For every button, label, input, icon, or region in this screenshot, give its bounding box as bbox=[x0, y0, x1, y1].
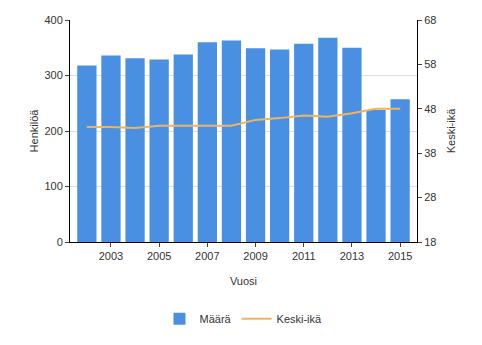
svg-text:Henkilöä: Henkilöä bbox=[28, 109, 40, 153]
svg-text:68: 68 bbox=[424, 14, 436, 26]
svg-text:2015: 2015 bbox=[388, 250, 412, 262]
svg-text:Keski-ikä: Keski-ikä bbox=[445, 108, 457, 154]
svg-text:18: 18 bbox=[424, 236, 436, 248]
svg-text:100: 100 bbox=[44, 180, 62, 192]
svg-text:58: 58 bbox=[424, 58, 436, 70]
svg-text:2009: 2009 bbox=[243, 250, 267, 262]
svg-text:2003: 2003 bbox=[99, 250, 123, 262]
svg-text:300: 300 bbox=[44, 69, 62, 81]
svg-text:48: 48 bbox=[424, 103, 436, 115]
svg-text:0: 0 bbox=[57, 236, 63, 248]
svg-text:2005: 2005 bbox=[147, 250, 171, 262]
svg-text:Keski-ikä: Keski-ikä bbox=[277, 313, 323, 325]
svg-text:Vuosi: Vuosi bbox=[230, 275, 257, 287]
svg-text:2011: 2011 bbox=[292, 250, 316, 262]
svg-text:400: 400 bbox=[44, 14, 62, 26]
svg-text:2007: 2007 bbox=[195, 250, 219, 262]
svg-text:2013: 2013 bbox=[340, 250, 364, 262]
svg-text:38: 38 bbox=[424, 147, 436, 159]
svg-text:200: 200 bbox=[44, 125, 62, 137]
svg-text:Määrä: Määrä bbox=[200, 313, 232, 325]
svg-text:28: 28 bbox=[424, 191, 436, 203]
